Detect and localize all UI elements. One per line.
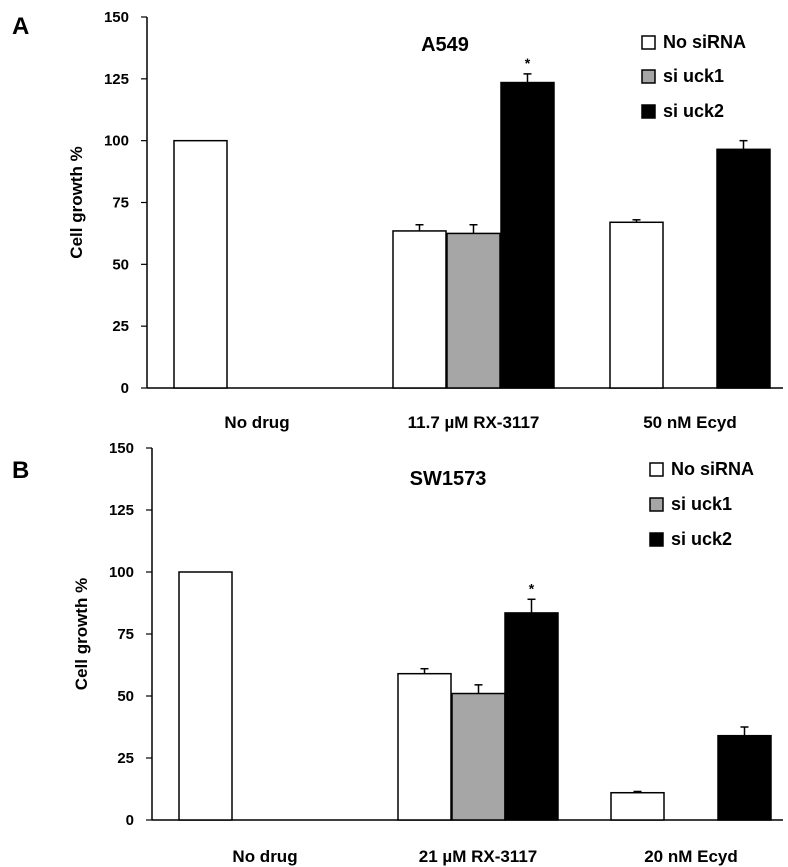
y-tick-label: 25	[112, 318, 129, 335]
bar	[178, 571, 233, 821]
legend-label: si uck2	[663, 101, 724, 121]
legend-swatch	[649, 532, 664, 547]
y-tick-label: 50	[117, 688, 134, 705]
legend-label: No siRNA	[671, 459, 754, 479]
panel-a: A 0 25 50 75 100 125 150 Cell growth % A549 No dr…	[12, 9, 783, 432]
panel-b: B 0 25 50 75 100 125 150 Cell growth % SW1573 No …	[12, 440, 783, 866]
legend-swatch	[641, 104, 656, 119]
bar	[717, 734, 772, 821]
y-tick-label: 75	[117, 626, 134, 643]
bar	[500, 81, 555, 389]
y-tick-label: 25	[117, 750, 134, 767]
bar	[451, 692, 506, 821]
significance-marker: *	[529, 580, 535, 596]
y-tick-label: 125	[104, 71, 129, 88]
y-tick-label: 100	[104, 133, 129, 150]
bar	[446, 232, 501, 389]
y-tick-label: 0	[121, 380, 129, 397]
y-tick-label: 75	[112, 195, 129, 212]
y-tick-label: 100	[109, 564, 134, 581]
legend-label: No siRNA	[663, 32, 746, 52]
legend-label: si uck1	[671, 494, 732, 514]
bar	[397, 672, 452, 821]
y-tick-label: 0	[126, 812, 134, 829]
bar	[716, 148, 771, 389]
y-tick-label: 50	[112, 256, 129, 273]
x-category-label: 50 nM Ecyd	[643, 413, 737, 432]
x-category-label: No drug	[232, 847, 297, 866]
x-category-label: No drug	[224, 413, 289, 432]
y-axis-label: Cell growth %	[72, 578, 91, 690]
bar	[392, 230, 447, 389]
y-axis-label: Cell growth %	[67, 146, 86, 258]
x-category-label: 11.7 µM RX-3117	[408, 413, 540, 432]
x-category-label: 20 nM Ecyd	[644, 847, 738, 866]
y-tick-label: 150	[109, 440, 134, 457]
legend-swatch	[641, 69, 656, 84]
bar	[173, 139, 228, 389]
legend-label: si uck1	[663, 66, 724, 86]
legend-swatch	[649, 497, 664, 512]
bar	[610, 791, 665, 821]
bar	[504, 612, 559, 821]
legend-swatch	[641, 35, 656, 50]
panel-letter: B	[12, 457, 29, 484]
x-category-label: 21 µM RX-3117	[419, 847, 537, 866]
bar	[609, 221, 664, 389]
panel-letter: A	[12, 13, 29, 40]
legend-swatch	[649, 462, 664, 477]
y-tick-label: 125	[109, 502, 134, 519]
chart-title: A549	[421, 34, 469, 56]
significance-marker: *	[525, 55, 531, 71]
legend-label: si uck2	[671, 529, 732, 549]
chart-title: SW1573	[410, 468, 487, 490]
y-tick-label: 150	[104, 9, 129, 26]
